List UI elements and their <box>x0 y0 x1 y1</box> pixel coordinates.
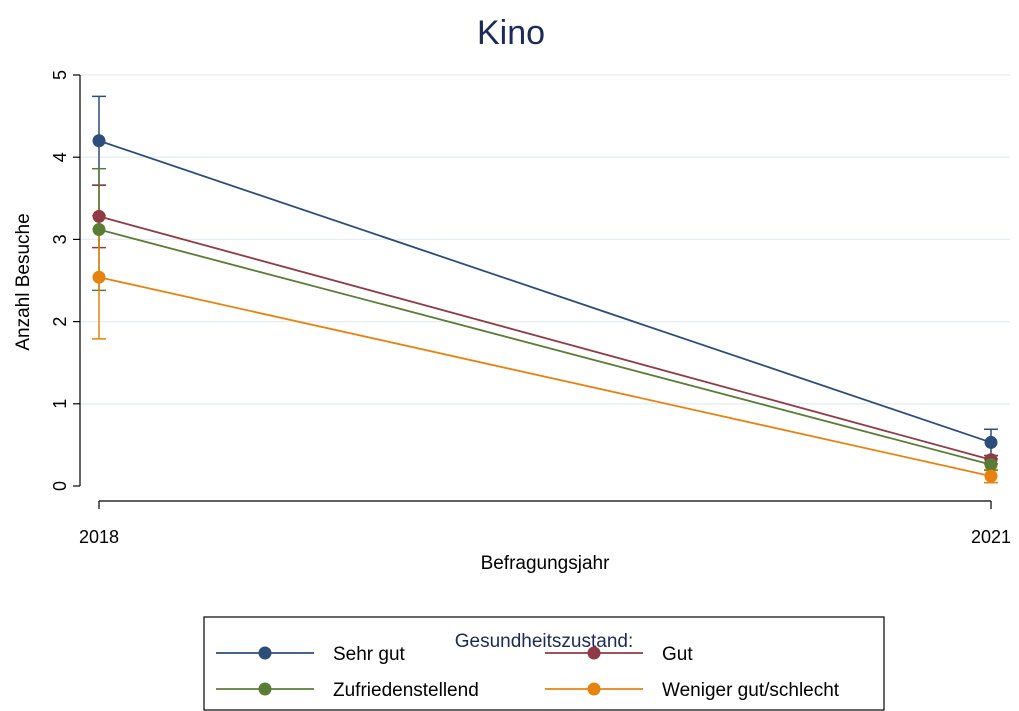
legend-label-zufriedenstellend: Zufriedenstellend <box>333 680 479 701</box>
grid <box>80 74 1010 405</box>
data-points <box>92 134 998 483</box>
tick-labels: 0 1 2 3 4 5 2018 2021 <box>50 70 1011 547</box>
legend-label-weniger-gut-schlecht: Weniger gut/schlecht <box>662 680 840 701</box>
y-tick-label-5: 5 <box>50 70 70 80</box>
y-tick-label-3: 3 <box>50 234 70 244</box>
axes <box>73 74 992 509</box>
x-axis-label: Befragungsjahr <box>481 553 611 574</box>
legend: Gesundheitszustand: Sehr gut Gut Zufrieden… <box>203 616 885 711</box>
y-tick-label-2: 2 <box>50 317 70 327</box>
y-tick-label-4: 4 <box>50 152 70 162</box>
series-line-sehr-gut <box>98 139 992 444</box>
y-axis-label: Anzahl Besuche <box>13 213 34 350</box>
data-point-zufriedenstellend-2021 <box>984 458 998 472</box>
legend-marker-weniger-gut-schlecht <box>587 682 601 696</box>
legend-marker-zufriedenstellend <box>258 682 272 696</box>
chart-title: Kino <box>477 14 545 52</box>
data-point-weniger-gut-schlecht-2021 <box>984 469 998 483</box>
data-point-weniger-gut-schlecht-2018 <box>92 270 106 284</box>
series-line-weniger-gut-schlecht <box>98 276 992 478</box>
series-lines <box>98 139 992 478</box>
legend-title: Gesundheitszustand: <box>455 631 634 652</box>
legend-box <box>203 616 885 711</box>
legend-marker-gut <box>587 646 601 660</box>
legend-marker-sehr-gut <box>258 646 272 660</box>
y-tick-label-1: 1 <box>50 399 70 409</box>
x-tick-label-2018: 2018 <box>79 527 119 547</box>
data-point-zufriedenstellend-2018 <box>92 223 106 237</box>
data-point-gut-2018 <box>92 209 106 223</box>
data-point-sehr-gut-2021 <box>984 435 998 449</box>
series-line-zufriedenstellend <box>98 228 992 466</box>
series-line-gut <box>98 215 992 461</box>
legend-label-gut: Gut <box>662 644 693 665</box>
y-tick-label-0: 0 <box>50 481 70 491</box>
data-point-sehr-gut-2018 <box>92 134 106 148</box>
x-tick-label-2021: 2021 <box>971 527 1011 547</box>
legend-label-sehr-gut: Sehr gut <box>333 644 406 665</box>
